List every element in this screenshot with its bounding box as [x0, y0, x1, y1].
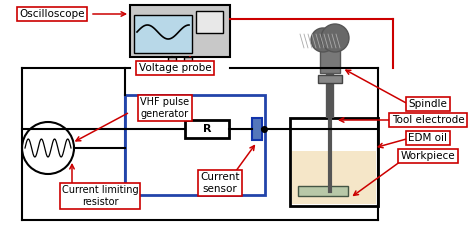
Text: R: R [203, 124, 211, 134]
Text: Oscilloscope: Oscilloscope [19, 9, 85, 19]
Text: Spindle: Spindle [409, 99, 447, 109]
Bar [252, 118, 262, 140]
Bar [292, 151, 376, 204]
Circle shape [22, 122, 74, 174]
Bar [130, 5, 230, 57]
Bar [290, 118, 378, 206]
Bar [168, 57, 176, 64]
Bar [318, 75, 342, 83]
Text: EDM oil: EDM oil [409, 133, 447, 143]
Bar [134, 15, 192, 53]
Bar [184, 57, 192, 64]
Text: Current
sensor: Current sensor [200, 172, 240, 194]
Text: Workpiece: Workpiece [401, 151, 456, 161]
Circle shape [311, 28, 335, 52]
Text: VHF pulse
generator: VHF pulse generator [140, 97, 190, 119]
Bar [125, 95, 265, 195]
Text: Current limiting
resistor: Current limiting resistor [62, 185, 138, 207]
Bar [320, 48, 340, 73]
Bar [185, 120, 229, 138]
Bar [298, 186, 348, 196]
Circle shape [321, 24, 349, 52]
Bar [196, 11, 223, 33]
Text: Tool electrode: Tool electrode [392, 115, 465, 125]
Text: Voltage probe: Voltage probe [139, 63, 211, 73]
